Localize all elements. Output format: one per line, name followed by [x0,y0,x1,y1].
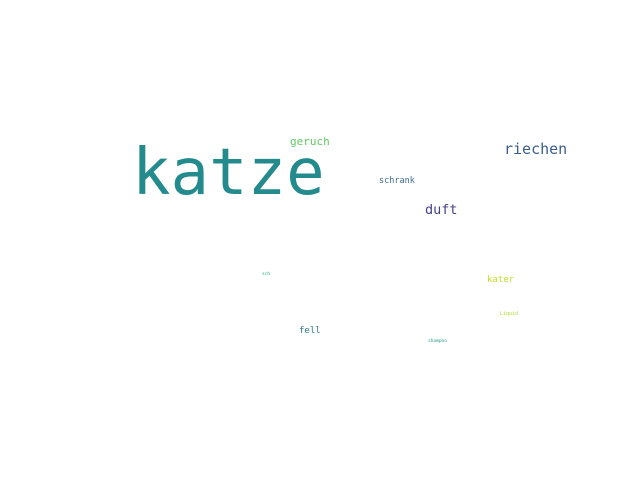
word-sch: sch [262,272,271,277]
word-shampoo: shampoo [428,339,447,344]
word-riechen: riechen [504,140,568,158]
word-fell: fell [299,326,321,336]
word-liquid: Liquid [500,311,519,317]
word-duft: duft [425,202,458,218]
word-kater: kater [487,275,515,285]
word-schrank: schrank [379,176,415,186]
word-geruch: geruch [290,135,330,148]
word-katze: katze [132,136,325,210]
